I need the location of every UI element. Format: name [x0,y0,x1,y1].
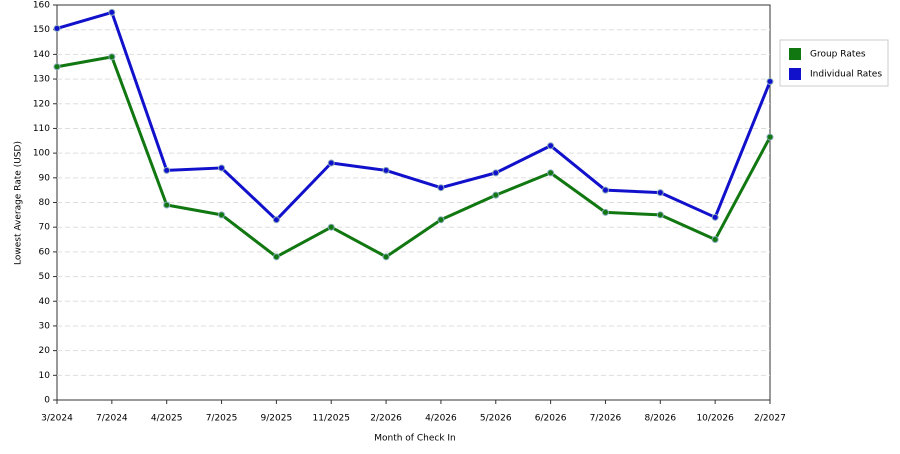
y-tick-label: 60 [39,247,51,257]
data-point [272,216,280,224]
x-tick-label: 5/2026 [480,414,512,424]
x-tick-label: 2/2027 [754,414,786,424]
data-point [437,216,445,224]
legend-swatch [789,68,801,80]
x-tick-label: 4/2025 [151,414,183,424]
x-tick-label: 8/2026 [644,414,676,424]
y-tick-label: 20 [39,346,51,356]
series-line [56,55,772,259]
data-point [327,223,335,231]
series-line [56,10,772,222]
data-point [601,208,609,216]
x-tick-label: 4/2026 [425,414,457,424]
y-tick-label: 130 [33,75,50,85]
y-tick-label: 50 [39,272,51,282]
data-point [53,63,61,71]
data-point [272,253,280,261]
y-tick-label: 70 [39,223,51,233]
data-point [711,236,719,244]
data-point [218,211,226,219]
data-point [163,166,171,174]
data-point [547,169,555,177]
y-tick-label: 30 [39,321,51,331]
data-point [492,169,500,177]
legend-label: Individual Rates [810,70,882,80]
y-tick-label: 40 [39,297,51,307]
y-tick-label: 0 [44,396,50,406]
x-tick-label: 7/2026 [590,414,622,424]
data-point [766,78,774,86]
data-point [163,201,171,209]
y-tick-label: 120 [33,99,50,109]
y-tick-label: 90 [39,173,51,183]
y-tick-label: 10 [39,371,51,381]
x-tick-label: 11/2025 [313,414,350,424]
x-tick-label: 10/2026 [696,414,734,424]
y-tick-label: 150 [33,25,50,35]
data-point [53,24,61,32]
data-point [382,253,390,261]
data-point [108,53,116,61]
data-point [108,8,116,16]
data-point [601,186,609,194]
y-tick-label: 100 [33,149,50,159]
data-point [327,159,335,167]
data-point [766,133,774,141]
x-axis-label: Month of Check In [374,434,456,444]
x-tick-label: 9/2025 [261,414,293,424]
legend-label: Group Rates [810,50,866,60]
y-tick-label: 80 [39,198,51,208]
y-tick-label: 160 [33,1,50,11]
x-tick-label: 3/2024 [41,414,73,424]
legend-swatch [789,48,801,60]
data-point [711,213,719,221]
y-tick-label: 110 [33,124,50,134]
x-tick-label: 6/2026 [535,414,567,424]
x-tick-label: 7/2024 [96,414,128,424]
y-axis-label: Lowest Average Rate (USD) [14,141,24,265]
y-tick-label: 140 [33,50,50,60]
data-point [492,191,500,199]
data-point [382,166,390,174]
data-point [656,189,664,197]
data-point [218,164,226,172]
x-tick-label: 7/2025 [206,414,238,424]
data-point [437,184,445,192]
x-tick-label: 2/2026 [370,414,402,424]
data-point [547,142,555,150]
data-point [656,211,664,219]
